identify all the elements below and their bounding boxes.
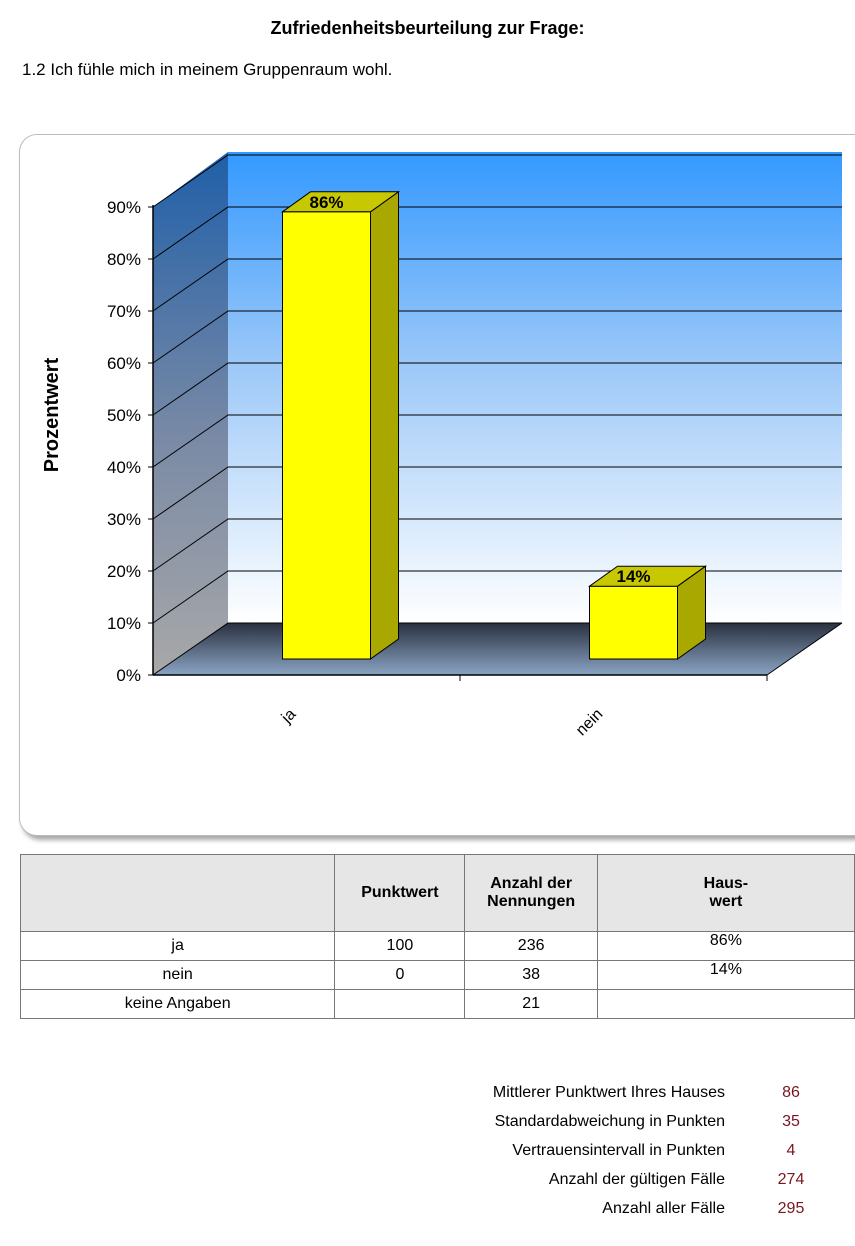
table-header-cell: Punktwert [334, 854, 466, 932]
y-axis-title: Prozentwert [41, 357, 63, 472]
stat-row: Mittlerer Punktwert Ihres Hauses 86 [0, 1084, 855, 1112]
bar-chart: 0% 10% 20% 30% 40% 50% 60% 70% 80% 90% Prozentwert… [41, 152, 843, 739]
table-cell: 86% [596, 931, 855, 961]
bar-front-nein [589, 585, 678, 660]
bar-top-nein [587, 565, 708, 587]
table-cell: 100 [334, 931, 466, 961]
table-row: ja 100 236 86% [19, 931, 855, 961]
results-table: Punktwert Anzahl der Nennungen Haus- wer… [19, 854, 855, 1019]
table-cell: 236 [464, 931, 598, 961]
header-line: Anzahl der [490, 875, 573, 892]
gridline [152, 362, 842, 416]
gridline [152, 414, 842, 468]
data-label: 86% [309, 193, 343, 212]
stat-label: Standardabweichung in Punkten [494, 1113, 725, 1130]
table-cell: 0 [334, 960, 466, 990]
gridline [152, 518, 842, 572]
y-tick-label: 30% [107, 510, 141, 529]
bar-front-ja [282, 211, 371, 660]
gridline [152, 466, 842, 520]
table-row: nein 0 38 14% [19, 960, 855, 990]
question-text: 1.2 Ich fühle mich in meinem Gruppenraum… [22, 60, 393, 79]
stat-row: Standardabweichung in Punkten 35 [0, 1113, 855, 1141]
table-cell: keine Angaben [19, 989, 336, 1019]
table-cell: 21 [464, 989, 598, 1019]
header-line: wert [709, 893, 743, 910]
y-tick-label: 40% [107, 458, 141, 477]
table-header-cell: Anzahl der Nennungen [464, 854, 598, 932]
y-tick-label: 50% [107, 406, 141, 425]
table-cell: 14% [596, 960, 855, 990]
chart-side-wall [153, 152, 228, 675]
table-cell [334, 989, 466, 1019]
stat-value: 295 [777, 1200, 805, 1217]
stat-label: Anzahl der gültigen Fälle [548, 1171, 725, 1188]
table-header-row: Punktwert Anzahl der Nennungen Haus- wer… [19, 854, 855, 932]
stat-row: Anzahl aller Fälle 295 [0, 1200, 855, 1228]
page-title: Zufriedenheitsbeurteilung zur Frage: [270, 18, 585, 38]
table-cell: nein [19, 960, 336, 990]
y-tick-label: 70% [107, 302, 141, 321]
stat-label: Mittlerer Punktwert Ihres Hauses [492, 1084, 725, 1101]
stat-value: 274 [777, 1171, 805, 1188]
gridline [152, 258, 842, 312]
table-row: keine Angaben 21 [19, 989, 855, 1019]
stat-row: Anzahl der gültigen Fälle 274 [0, 1171, 855, 1199]
header-line: Haus- [703, 875, 749, 892]
gridline [152, 310, 842, 364]
stat-value: 86 [782, 1084, 800, 1101]
chart-frame: 0% 10% 20% 30% 40% 50% 60% 70% 80% 90% Prozentwert… [19, 134, 855, 836]
floor-edge [766, 622, 843, 676]
y-tick-label: 90% [107, 198, 141, 217]
table-cell: 38 [464, 960, 598, 990]
y-tick-label: 20% [107, 562, 141, 581]
chart-floor [153, 623, 842, 675]
x-category-label: nein [573, 706, 606, 739]
table-header-cell: Haus- wert [596, 854, 855, 932]
table-cell [596, 989, 855, 1019]
gridline [152, 154, 842, 208]
y-tick-label: 60% [107, 354, 141, 373]
stat-row: Vertrauensintervall in Punkten 4 [0, 1142, 855, 1170]
stat-value: 35 [782, 1113, 800, 1130]
bar-top-ja [280, 191, 401, 213]
data-label: 14% [616, 567, 650, 586]
stat-label: Anzahl aller Fälle [602, 1200, 725, 1217]
y-tick-label: 80% [107, 250, 141, 269]
x-category-label: ja [278, 706, 300, 728]
y-tick-label: 0% [116, 666, 141, 685]
table-header-cell [19, 854, 336, 932]
table-cell: ja [19, 931, 336, 961]
stat-label: Vertrauensintervall in Punkten [512, 1142, 725, 1159]
header-line: Nennungen [487, 893, 576, 910]
bar-side-ja [370, 190, 399, 660]
y-tick-label: 10% [107, 614, 141, 633]
gridline [152, 206, 842, 260]
stat-value: 4 [786, 1142, 796, 1159]
